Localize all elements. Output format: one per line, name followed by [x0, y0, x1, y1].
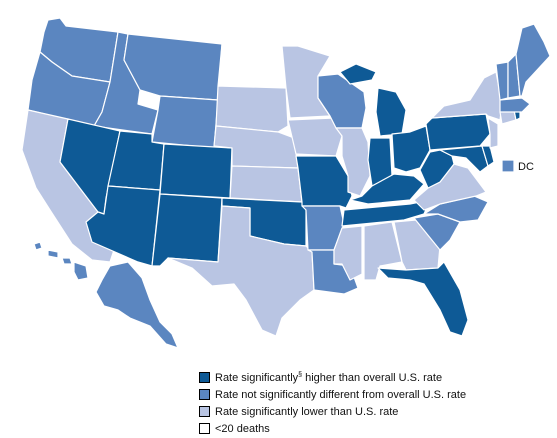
state-ms — [333, 225, 363, 281]
legend-label-higher: Rate significantly§ higher than overall … — [215, 370, 443, 384]
us-choropleth-map: DC — [21, 17, 551, 349]
state-mo — [295, 155, 353, 209]
legend-swatch-higher — [199, 372, 210, 383]
state-ny — [431, 71, 503, 121]
state-hi — [33, 241, 89, 281]
legend-item-higher: Rate significantly§ higher than overall … — [199, 369, 529, 386]
legend-label-few-deaths: <20 deaths — [215, 422, 270, 435]
legend-item-few-deaths: <20 deaths — [199, 420, 529, 437]
state-co — [159, 143, 233, 199]
state-sc — [413, 213, 461, 251]
dc-label: DC — [518, 161, 534, 173]
state-oh — [391, 125, 431, 173]
legend-label-lower: Rate significantly lower than U.S. rate — [215, 405, 399, 418]
state-de — [481, 145, 495, 167]
state-al — [363, 221, 403, 281]
state-wy — [151, 95, 219, 149]
state-ky — [349, 173, 425, 205]
legend: Rate significantly§ higher than overall … — [199, 369, 529, 437]
state-pa — [425, 113, 491, 151]
state-me — [515, 23, 551, 97]
state-nm — [151, 193, 223, 267]
state-tx — [167, 205, 315, 337]
state-wv — [419, 149, 455, 189]
legend-swatch-few-deaths — [199, 423, 210, 434]
state-ma — [499, 97, 531, 113]
state-ks — [229, 165, 303, 203]
legend-label-not-different: Rate not significantly different from ov… — [215, 388, 467, 401]
legend-item-lower: Rate significantly lower than U.S. rate — [199, 403, 529, 420]
state-nd — [217, 43, 287, 89]
state-nj — [487, 117, 499, 149]
state-fl — [377, 261, 469, 337]
state-ia — [287, 117, 343, 157]
state-dc — [501, 159, 515, 173]
legend-swatch-lower — [199, 406, 210, 417]
legend-item-not-different: Rate not significantly different from ov… — [199, 386, 529, 403]
legend-swatch-not-different — [199, 389, 210, 400]
state-ak — [95, 261, 179, 349]
state-sd — [215, 85, 289, 133]
state-il — [335, 127, 371, 197]
